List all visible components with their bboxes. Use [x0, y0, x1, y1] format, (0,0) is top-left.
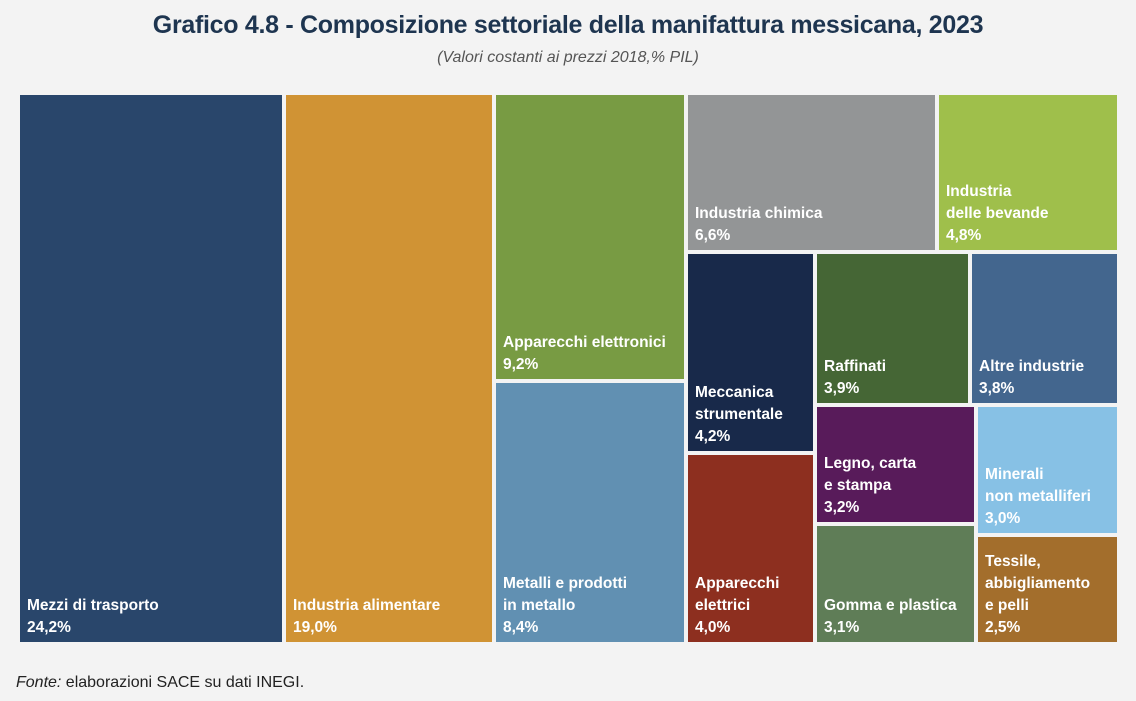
tile-label-line: delle bevande [946, 205, 1049, 222]
tile-label-line: Minerali [985, 466, 1044, 483]
treemap-tile: Minerali non metalliferi 3,0% [978, 407, 1117, 533]
treemap-tile: Industria delle bevande 4,8% [939, 95, 1117, 250]
treemap-tile: Gomma e plastica 3,1% [817, 526, 974, 642]
tile-label: Mezzi di trasporto 24,2% [27, 595, 278, 639]
tile-value: 19,0% [293, 619, 337, 636]
tile-label-line: abbigliamento [985, 575, 1091, 592]
tile-label: Apparecchi elettronici 9,2% [503, 332, 680, 376]
tile-value: 4,8% [946, 227, 982, 244]
treemap-tile: Metalli e prodotti in metallo 8,4% [496, 383, 684, 642]
treemap-tile: Legno, carta e stampa 3,2% [817, 407, 974, 522]
tile-label-line: e stampa [824, 477, 892, 494]
tile-label: Meccanica strumentale 4,2% [695, 382, 809, 448]
tile-label: Apparecchi elettrici 4,0% [695, 573, 809, 639]
tile-value: 3,0% [985, 510, 1021, 527]
tile-value: 3,2% [824, 499, 860, 516]
tile-label-line: Industria alimentare [293, 597, 441, 614]
tile-label-line: Meccanica [695, 384, 774, 401]
chart-title: Grafico 4.8 - Composizione settoriale de… [152, 11, 984, 39]
tile-label-line: Raffinati [824, 358, 886, 375]
tile-label-line: elettrici [695, 597, 751, 614]
treemap-tile: Apparecchi elettronici 9,2% [496, 95, 684, 379]
tile-value: 2,5% [985, 619, 1021, 636]
tile-label-line: strumentale [695, 406, 783, 423]
tile-label: Industria alimentare 19,0% [293, 595, 488, 639]
tile-value: 9,2% [503, 356, 539, 373]
tile-label-line: Apparecchi elettronici [503, 334, 666, 351]
treemap-tile: Altre industrie 3,8% [972, 254, 1117, 403]
tile-value: 4,2% [695, 428, 731, 445]
tile-value: 8,4% [503, 619, 539, 636]
tile-value: 3,9% [824, 380, 860, 397]
source-prefix: Fonte: [16, 674, 62, 691]
tile-label-line: Legno, carta [824, 455, 917, 472]
tile-label: Gomma e plastica 3,1% [824, 595, 970, 639]
tile-label: Tessile, abbigliamento e pelli 2,5% [985, 551, 1113, 639]
tile-value: 24,2% [27, 619, 71, 636]
tile-value: 3,1% [824, 619, 860, 636]
tile-label-line: Tessile, [985, 553, 1041, 570]
tile-label: Industria chimica 6,6% [695, 203, 931, 247]
treemap-tile: Mezzi di trasporto 24,2% [20, 95, 282, 642]
tile-label: Minerali non metalliferi 3,0% [985, 464, 1113, 530]
tile-label-line: Altre industrie [979, 358, 1085, 375]
treemap-tile: Raffinati 3,9% [817, 254, 968, 403]
tile-value: 4,0% [695, 619, 731, 636]
tile-value: 3,8% [979, 380, 1015, 397]
source-text: elaborazioni SACE su dati INEGI. [61, 674, 305, 691]
tile-label: Raffinati 3,9% [824, 356, 964, 400]
tile-value: 6,6% [695, 227, 731, 244]
tile-label: Metalli e prodotti in metallo 8,4% [503, 573, 680, 639]
treemap-tile: Industria alimentare 19,0% [286, 95, 492, 642]
tile-label: Legno, carta e stampa 3,2% [824, 453, 970, 519]
chart-subtitle: (Valori costanti ai prezzi 2018,% PIL) [437, 49, 699, 66]
tile-label-line: non metalliferi [985, 488, 1091, 505]
tile-label-line: Gomma e plastica [824, 597, 957, 614]
treemap-tile: Industria chimica 6,6% [688, 95, 935, 250]
tile-label-line: Apparecchi [695, 575, 780, 592]
tile-label-line: Metalli e prodotti [503, 575, 627, 592]
treemap-tile: Tessile, abbigliamento e pelli 2,5% [978, 537, 1117, 642]
tile-label-line: in metallo [503, 597, 576, 614]
tile-label-line: e pelli [985, 597, 1029, 614]
tile-label: Altre industrie 3,8% [979, 356, 1113, 400]
treemap-tile: Apparecchi elettrici 4,0% [688, 455, 813, 642]
treemap-tile: Meccanica strumentale 4,2% [688, 254, 813, 451]
tile-label-line: Mezzi di trasporto [27, 597, 159, 614]
tile-label: Industria delle bevande 4,8% [946, 181, 1113, 247]
tile-label-line: Industria [946, 183, 1012, 200]
tile-label-line: Industria chimica [695, 205, 823, 222]
source-note: Fonte: elaborazioni SACE su dati INEGI. [16, 674, 304, 692]
